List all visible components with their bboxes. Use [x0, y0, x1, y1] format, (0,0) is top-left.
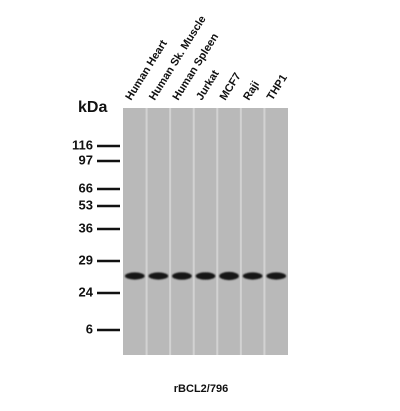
protein-band: [124, 272, 145, 280]
marker-label: 66: [79, 180, 93, 195]
lane-label: Raji: [241, 79, 262, 102]
protein-band: [219, 271, 239, 281]
protein-band: [172, 272, 192, 280]
lane-separator: [216, 108, 219, 355]
caption: rBCL2/796: [174, 383, 228, 395]
protein-band: [195, 272, 216, 280]
lane-separator: [239, 108, 242, 355]
lane-separator: [263, 108, 266, 355]
lane-label: THP1: [265, 72, 290, 102]
blot-membrane: [123, 108, 288, 355]
protein-band: [148, 272, 169, 280]
lane-separator: [192, 108, 195, 355]
marker-label: 36: [79, 220, 93, 235]
lane-label: MCF7: [218, 71, 244, 103]
marker-label: 24: [79, 284, 94, 299]
protein-band: [266, 272, 287, 280]
marker-label: 6: [86, 321, 93, 336]
lane-separator: [145, 108, 148, 355]
marker-label: 53: [79, 197, 93, 212]
protein-band: [242, 272, 263, 280]
unit-label: kDa: [78, 99, 107, 116]
marker-label: 29: [79, 252, 93, 267]
marker-label: 116: [72, 137, 93, 152]
lane-separator: [169, 108, 172, 355]
marker-label: 97: [79, 152, 93, 167]
